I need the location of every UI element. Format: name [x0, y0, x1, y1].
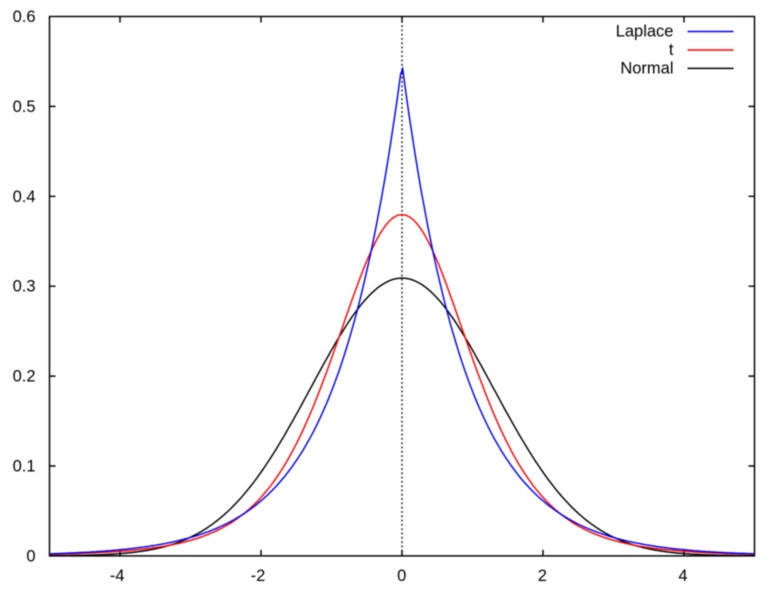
- svg-text:0: 0: [397, 567, 406, 585]
- svg-text:0.1: 0.1: [13, 458, 36, 476]
- svg-text:0.5: 0.5: [13, 98, 36, 116]
- svg-text:-2: -2: [251, 567, 266, 585]
- svg-text:4: 4: [678, 567, 687, 585]
- svg-text:Laplace: Laplace: [616, 23, 674, 41]
- svg-text:0.4: 0.4: [13, 188, 36, 206]
- svg-text:-4: -4: [110, 567, 125, 585]
- svg-text:0.2: 0.2: [13, 368, 36, 386]
- svg-text:0: 0: [26, 547, 35, 565]
- svg-text:0.3: 0.3: [13, 278, 36, 296]
- svg-text:Normal: Normal: [620, 59, 673, 77]
- svg-text:t: t: [669, 41, 674, 59]
- svg-text:0.6: 0.6: [13, 8, 36, 26]
- svg-text:2: 2: [538, 567, 547, 585]
